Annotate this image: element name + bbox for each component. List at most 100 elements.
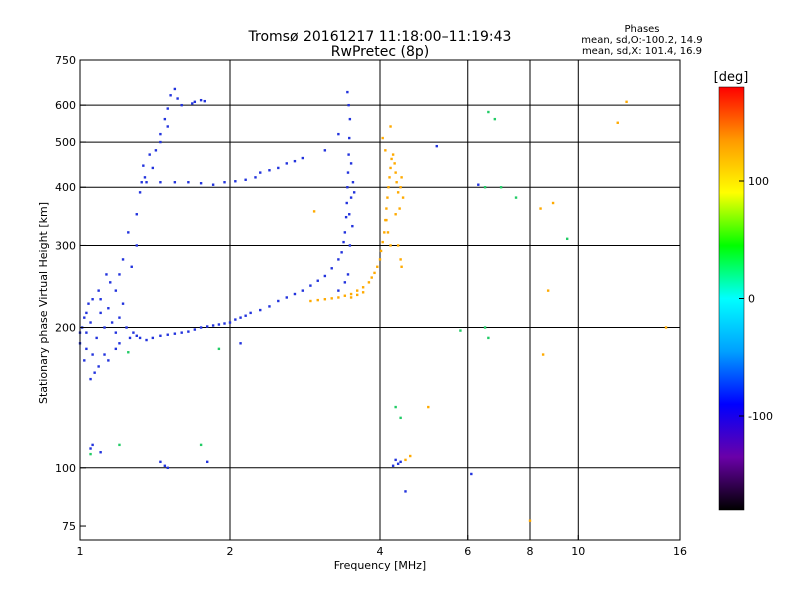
data-point xyxy=(268,169,271,172)
data-point xyxy=(91,298,94,301)
data-point xyxy=(199,443,203,447)
data-point xyxy=(109,281,112,284)
data-point xyxy=(151,336,155,340)
data-point xyxy=(118,443,121,447)
data-point xyxy=(399,186,402,189)
data-point xyxy=(346,90,349,94)
data-point xyxy=(342,240,345,244)
data-point xyxy=(151,166,155,170)
y-tick-label: 100 xyxy=(55,462,76,475)
y-tick-label: 750 xyxy=(55,54,76,67)
y-axis-label: Stationary phase Virtual Height [km] xyxy=(37,202,50,404)
data-point xyxy=(427,405,430,409)
data-point xyxy=(180,103,183,107)
data-point xyxy=(97,365,100,368)
data-point xyxy=(483,326,487,329)
data-point xyxy=(99,311,102,315)
data-point xyxy=(404,490,407,493)
data-point xyxy=(323,149,327,152)
data-point xyxy=(323,298,327,301)
x-tick-label: 8 xyxy=(527,545,534,558)
data-point xyxy=(223,181,226,184)
data-point xyxy=(118,316,121,319)
data-point xyxy=(390,157,393,161)
data-point xyxy=(376,265,379,268)
data-point xyxy=(346,171,350,174)
data-point xyxy=(343,281,347,284)
data-point xyxy=(91,443,94,447)
data-point xyxy=(398,207,401,210)
data-point xyxy=(301,156,305,160)
data-point xyxy=(330,267,333,270)
data-point xyxy=(180,331,183,334)
data-point xyxy=(118,273,121,276)
x-tick-label: 6 xyxy=(464,545,471,558)
data-point xyxy=(348,117,352,121)
data-point xyxy=(138,191,142,194)
data-point xyxy=(99,451,102,454)
data-point xyxy=(114,347,118,351)
data-point xyxy=(217,347,221,351)
data-point xyxy=(118,342,121,345)
data-point xyxy=(103,326,106,329)
data-point xyxy=(514,196,518,199)
data-point xyxy=(351,181,355,184)
data-point xyxy=(316,298,319,302)
data-point xyxy=(277,166,280,170)
data-point xyxy=(135,213,138,216)
data-point xyxy=(384,149,387,152)
data-point xyxy=(145,181,148,184)
gridlines xyxy=(80,60,680,540)
data-point xyxy=(89,452,92,456)
data-points xyxy=(78,87,668,522)
data-point xyxy=(163,117,167,121)
data-point xyxy=(234,318,237,321)
data-point xyxy=(309,284,312,287)
data-point xyxy=(337,132,340,136)
data-point xyxy=(330,297,333,300)
data-point xyxy=(386,231,390,234)
data-point xyxy=(239,342,242,345)
data-point xyxy=(89,377,92,381)
data-point xyxy=(193,100,197,104)
data-point xyxy=(142,164,145,167)
data-point xyxy=(459,329,462,332)
data-point xyxy=(205,460,209,464)
data-point xyxy=(400,176,403,179)
colorbar-label: [deg] xyxy=(714,70,749,85)
data-point xyxy=(244,314,247,317)
data-point xyxy=(249,311,252,315)
data-point xyxy=(85,331,88,334)
data-point xyxy=(159,181,162,184)
data-point xyxy=(159,132,162,136)
data-point xyxy=(138,336,142,340)
data-point xyxy=(85,311,88,315)
data-point xyxy=(130,265,133,268)
y-tick-label: 75 xyxy=(62,520,76,533)
data-point xyxy=(348,244,352,247)
data-point xyxy=(93,371,96,374)
data-point xyxy=(546,289,550,292)
data-point xyxy=(396,191,400,194)
x-tick-label: 4 xyxy=(377,545,384,558)
data-point xyxy=(127,351,130,354)
data-point xyxy=(159,140,162,144)
data-point xyxy=(352,191,356,194)
data-point xyxy=(187,181,190,184)
data-point xyxy=(199,326,203,329)
data-point xyxy=(105,273,108,276)
data-point xyxy=(400,265,403,268)
data-point xyxy=(159,334,162,337)
data-point xyxy=(347,153,350,156)
data-point xyxy=(346,273,350,276)
data-point xyxy=(337,289,340,292)
data-point xyxy=(487,110,490,114)
data-point xyxy=(616,121,619,124)
x-tick-label: 1 xyxy=(77,545,84,558)
data-point xyxy=(346,186,349,189)
data-point xyxy=(193,328,197,331)
data-point xyxy=(128,336,132,340)
data-point xyxy=(383,231,386,234)
data-point xyxy=(121,302,125,305)
data-point xyxy=(344,215,348,219)
